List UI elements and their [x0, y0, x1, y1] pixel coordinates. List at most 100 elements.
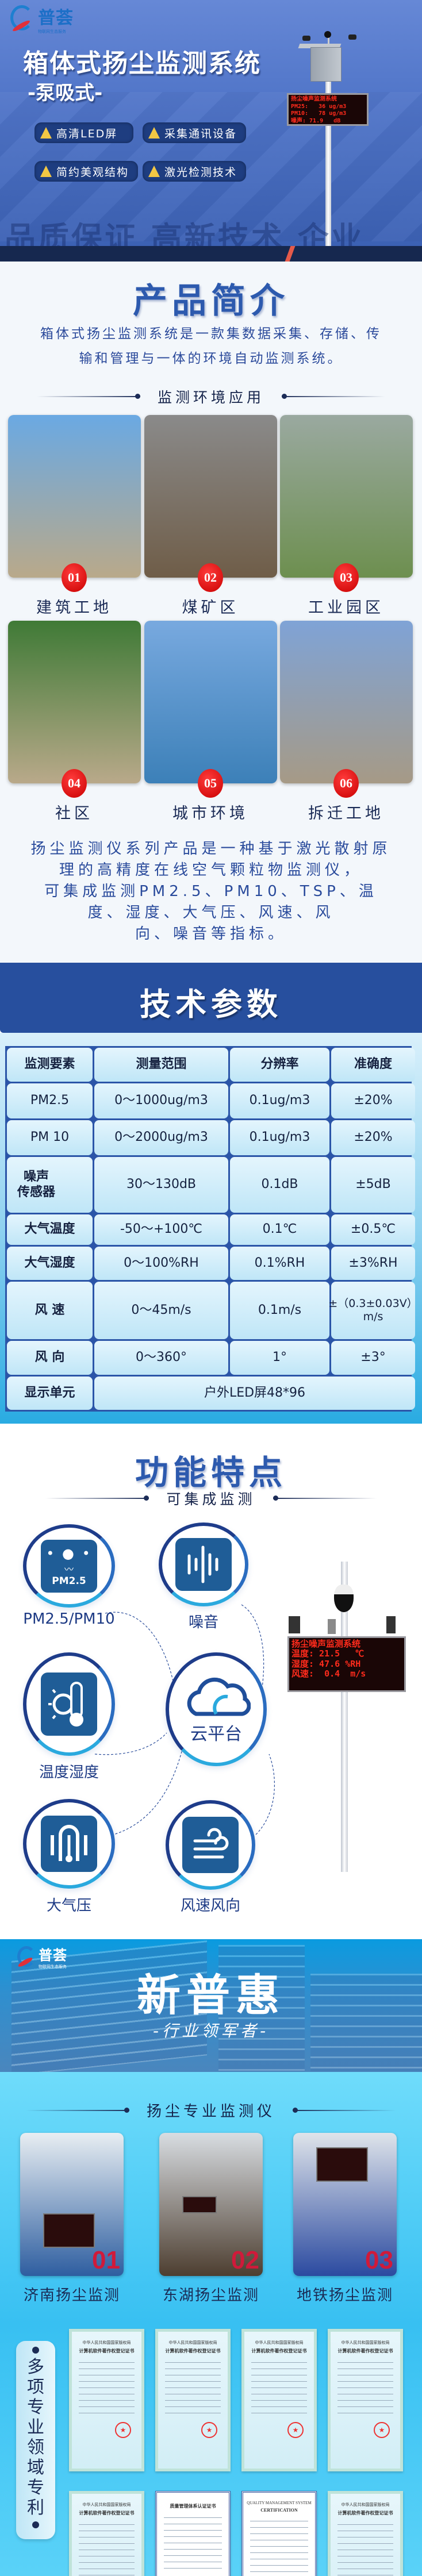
table-cell: ±3%RH — [331, 1247, 415, 1280]
table-cell: ±20% — [331, 1083, 415, 1118]
banner-subtitle: -行业领军者- — [152, 2021, 270, 2040]
table-header-cell: 监测要素 — [7, 1048, 93, 1082]
feature-wind-circle — [166, 1800, 255, 1890]
logo-mark-icon — [17, 1946, 37, 1968]
table-cell: 0～360° — [94, 1341, 228, 1375]
application-photo — [8, 621, 141, 783]
cases-and-patents-section: 扬尘专业监测仪 01 济南扬尘监测 02 东湖扬尘监测 03 地铁扬尘监测 多项专业领域专… — [0, 2072, 422, 2576]
application-label: 拆迁工地 — [308, 805, 384, 822]
badge-label: 高清LED屏 — [56, 127, 118, 140]
certificate-body — [79, 2524, 135, 2576]
paragraph-line: 扬尘监测仪系列产品是一种基于激光散射原 — [30, 840, 392, 858]
certificate-image: 中华人民共和国国家版权局计算机软件著作权登记证书 ★ — [241, 2329, 317, 2471]
table-cell: ±（0.3±0.03V）m/s — [328, 1282, 418, 1339]
divider-line — [25, 2107, 129, 2113]
table-row-label: PM2.5 — [7, 1083, 93, 1118]
application-photo — [8, 415, 141, 578]
feature-label: 噪音 — [188, 1614, 218, 1631]
number-badge: 04 — [62, 769, 87, 798]
table-row-label: 风 速 — [7, 1282, 93, 1339]
paragraph-line: 向、噪音等指标。 — [135, 925, 287, 943]
table-cell: 户外LED屏48*96 — [94, 1377, 415, 1410]
case-number: 01 — [92, 2246, 120, 2274]
certificate-issuer: 中华人民共和国国家版权局 — [341, 2340, 390, 2345]
wind-icon — [182, 1817, 239, 1873]
table-row-label: 大气温度 — [7, 1214, 93, 1245]
application-label: 社区 — [55, 805, 93, 822]
led-display-image — [43, 2213, 95, 2248]
table-cell: ±0.5℃ — [331, 1214, 415, 1245]
monitor-device-image — [298, 30, 368, 262]
application-label: 建筑工地 — [36, 599, 112, 617]
application-photo — [144, 415, 277, 578]
table-row-label: 噪声 传感器 — [7, 1157, 93, 1213]
certificate-title: CERTIFICATION — [260, 2508, 298, 2513]
number-badge: 06 — [333, 769, 359, 798]
case-photo: 02 — [159, 2133, 263, 2276]
table-cell: 1° — [230, 1341, 329, 1375]
table-cell: 0.1m/s — [230, 1282, 329, 1339]
seal-icon: ★ — [287, 2422, 304, 2438]
certificate-title: 计算机软件著作权登记证书 — [337, 2510, 393, 2516]
feature-badge: 激光检测技术 — [143, 161, 246, 182]
divider-line — [45, 1495, 149, 1501]
case-photos: 01 济南扬尘监测 02 东湖扬尘监测 03 地铁扬尘监测 — [0, 2072, 422, 2313]
certificate-title: 计算机软件著作权登记证书 — [165, 2348, 221, 2354]
hero-section: 普荟 物联网生态服务 箱体式扬尘监测系统 -泵吸式- 高清LED屏 采集通讯设备… — [0, 0, 422, 262]
feature-noise-circle — [159, 1522, 248, 1606]
feature-badge: 采集通讯设备 — [143, 122, 246, 143]
arrow-wind-to-cloud — [255, 1754, 275, 1835]
cloud-platform-label: 云平台 — [190, 1724, 242, 1744]
case-label: 东湖扬尘监测 — [162, 2287, 259, 2304]
feature-badge: 简约美观结构 — [34, 161, 138, 182]
subheading-text: 监测环境应用 — [157, 389, 264, 406]
applications-grid: 01 建筑工地 02 煤矿区 03 工业园区 04 社区 05 城市环境 06 拆迁工地 — [0, 262, 422, 831]
feature-temp-circle — [23, 1652, 115, 1756]
company-banner: 普荟 物联网生态服务 新普惠 -行业领军者- — [0, 1939, 422, 2072]
table-cell: 0.1ug/m3 — [230, 1120, 329, 1155]
wind-vane-icon — [289, 1616, 300, 1633]
description-line: 箱体式扬尘监测系统是一款集数据采集、存储、传 — [40, 326, 382, 341]
badge-label: 简约美观结构 — [56, 166, 129, 179]
pressure-icon — [41, 1816, 97, 1872]
hero-footer-band — [0, 246, 422, 262]
hero-subtitle: -泵吸式- — [28, 82, 103, 105]
table-cell: ±5dB — [331, 1157, 415, 1213]
table-header-cell: 准确度 — [331, 1048, 415, 1082]
application-label: 煤矿区 — [182, 599, 239, 617]
certificate-image: 中华人民共和国国家版权局计算机软件著作权登记证书 ★ — [328, 2329, 403, 2471]
building-image — [218, 1945, 305, 2071]
pm25-icon: • ● • 〰 PM2.5 — [41, 1539, 97, 1593]
features-subheading: 可集成监测 — [0, 1488, 422, 1509]
case-number: 03 — [365, 2246, 393, 2274]
divider-line — [282, 394, 385, 399]
sound-wave-icon — [175, 1538, 232, 1591]
feature-label: 温度湿度 — [39, 1764, 99, 1781]
logo-name: 普荟 — [38, 8, 74, 28]
application-photo — [280, 415, 413, 578]
paragraph-line: 可集成监测PM2.5、PM10、TSP、温 — [44, 883, 378, 900]
certificate-image: 中华人民共和国国家版权局计算机软件著作权登记证书 ★ — [155, 2329, 231, 2471]
tech-params-header: 技术参数 — [0, 963, 422, 1033]
certificates-grid: 中华人民共和国国家版权局 计算机软件著作权登记证书 ★ 中华人民共和国国家版权局 计算机… — [0, 2072, 422, 2576]
feature-label: 风速风向 — [180, 1897, 240, 1914]
number-badge: 02 — [198, 563, 223, 592]
certificate-title: 质量管理体系认证证书 — [170, 2504, 216, 2509]
led-display: 扬尘噪声监测系统 温度: 21.5 ℃ 湿度: 47.6 %RH 风速: 0.4 m/… — [287, 1636, 406, 1692]
arrow-temp-to-cloud — [94, 1732, 167, 1755]
certificate-body — [337, 2362, 393, 2414]
table-cell: ±20% — [331, 1120, 415, 1155]
application-label: 工业园区 — [308, 599, 384, 617]
case-label: 济南扬尘监测 — [23, 2287, 120, 2304]
noise-sensor — [328, 1619, 336, 1634]
led-title: 扬尘噪声监测系统 — [291, 1639, 361, 1649]
table-cell: 0.1℃ — [230, 1214, 329, 1245]
camera-icon — [334, 1585, 354, 1612]
certificate-issuer: 中华人民共和国国家版权局 — [82, 2340, 131, 2345]
table-cell: 0～100%RH — [94, 1247, 228, 1280]
table-cell: 30～130dB — [94, 1157, 228, 1213]
feature-label: 大气压 — [46, 1897, 91, 1914]
product-paragraph: 扬尘监测仪系列产品是一种基于激光散射原 理的高精度在线空气颗粒物监测仪， 可集成… — [0, 839, 422, 945]
